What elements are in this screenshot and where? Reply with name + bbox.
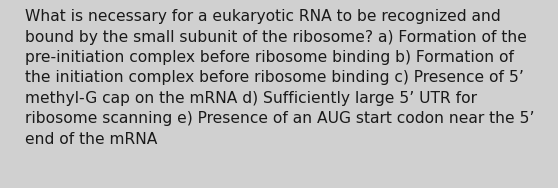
Text: What is necessary for a eukaryotic RNA to be recognized and
bound by the small s: What is necessary for a eukaryotic RNA t… [25,9,534,147]
